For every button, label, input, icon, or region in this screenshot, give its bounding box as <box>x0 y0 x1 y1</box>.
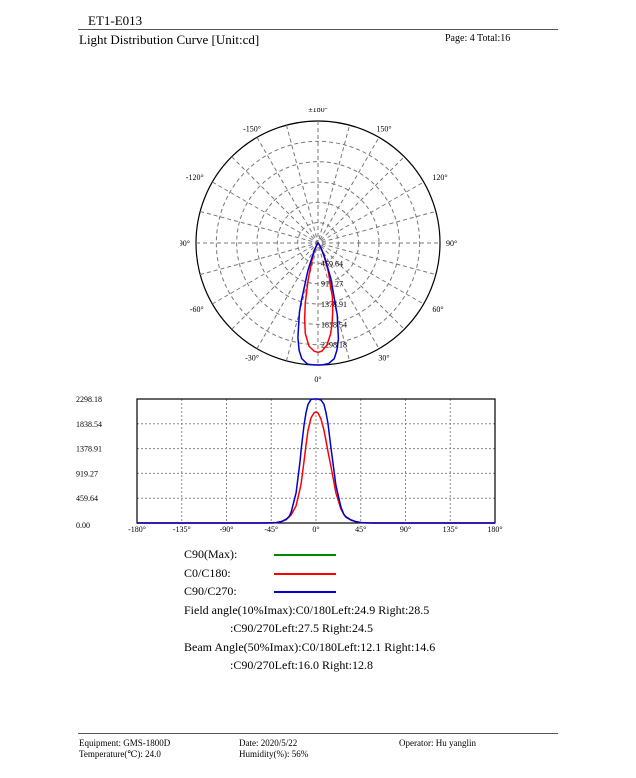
beam-angle-line1: Beam Angle(50%Imax):C0/180Left:12.1 Righ… <box>184 639 436 654</box>
chart-title: Light Distribution Curve [Unit:cd] <box>79 32 260 47</box>
field-angle-line2: :C90/270Left:27.5 Right:24.5 <box>230 621 373 635</box>
polar-angle-label: -90° <box>180 239 190 248</box>
humidity-text: Humidity(%): 56% <box>239 749 309 759</box>
footer-left: Equipment: GMS-1800D Temperature(℃): 24.… <box>79 738 170 760</box>
polar-grid-ring <box>215 140 421 346</box>
x-tick-label: -180° <box>128 525 146 534</box>
footer-rule <box>78 733 558 734</box>
polar-radial-label: 459.64 <box>321 259 343 268</box>
x-tick-label: -135° <box>173 525 191 534</box>
y-tick-label: 1378.91 <box>76 445 102 454</box>
polar-angle-label: -60° <box>190 305 204 314</box>
polar-angle-label: 150° <box>376 125 391 134</box>
y-tick-label: 1838.54 <box>76 420 102 429</box>
legend-label: C90(Max): <box>184 547 238 561</box>
polar-angle-label: -30° <box>245 353 259 362</box>
field-angle-line1: Field angle(10%Imax):C0/180Left:24.9 Rig… <box>184 602 430 617</box>
legend-item-c90-c270: C90/C270: <box>184 582 435 601</box>
polar-series-c90-c270 <box>297 242 340 366</box>
line-series-c90-c270 <box>137 398 495 524</box>
header-rule <box>78 29 558 30</box>
y-tick-label: 0.00 <box>76 521 90 530</box>
x-tick-label: 90° <box>400 525 411 534</box>
footer-middle: Date: 2020/5/22 Humidity(%): 56% <box>239 738 308 760</box>
legend-item-c90-max: C90(Max): <box>184 545 435 564</box>
polar-chart: ±180° 150° 120° 90° 60° 30° 0° -30° -60° -90° -120… <box>180 108 457 384</box>
temperature-text: Temperature(℃): 24.0 <box>79 749 161 759</box>
document-id: ET1-E013 <box>88 13 143 28</box>
legend-label: C0/C180: <box>184 565 231 580</box>
polar-angle-label: 0° <box>314 375 321 384</box>
polar-angle-label: -120° <box>186 173 204 182</box>
equipment-text: Equipment: GMS-1800D <box>79 738 171 748</box>
x-tick-label: 180° <box>487 525 502 534</box>
polar-radial-label: 1838.54 <box>321 320 347 329</box>
y-tick-label: 919.27 <box>76 469 98 478</box>
legend-swatch <box>274 554 336 556</box>
beam-angle-line2: :C90/270Left:16.0 Right:12.8 <box>230 658 373 672</box>
polar-angle-label: 120° <box>432 173 447 182</box>
x-tick-label: 45° <box>355 525 366 534</box>
legend-swatch <box>274 591 336 593</box>
linear-chart: 0.00 459.64 919.27 1378.91 1838.54 2298.18 -18… <box>76 395 503 534</box>
polar-angle-label: 30° <box>378 353 389 362</box>
legend-item-c0-c180: C0/C180: <box>184 564 435 583</box>
polar-angle-label: 90° <box>446 239 457 248</box>
polar-angle-label: -150° <box>243 125 261 134</box>
polar-angle-label: 60° <box>432 305 443 314</box>
legend-label: C90/C270: <box>184 584 237 598</box>
polar-radial-label: 2298.18 <box>321 341 347 350</box>
x-tick-label: -45° <box>264 525 278 534</box>
polar-angle-label: ±180° <box>308 108 328 114</box>
operator-text: Operator: Hu yanglin <box>399 738 476 748</box>
polar-radial-label: 1378.91 <box>321 300 347 309</box>
date-text: Date: 2020/5/22 <box>239 738 298 748</box>
y-tick-label: 459.64 <box>76 494 98 503</box>
legend: C90(Max): C0/C180: C90/C270: Field angle… <box>184 545 435 675</box>
x-tick-label: -90° <box>220 525 234 534</box>
page-info: Page: 4 Total:16 <box>445 33 511 44</box>
y-tick-label: 2298.18 <box>76 395 102 404</box>
x-tick-label: 135° <box>443 525 458 534</box>
x-tick-label: 0° <box>312 525 319 534</box>
legend-swatch <box>274 572 336 575</box>
